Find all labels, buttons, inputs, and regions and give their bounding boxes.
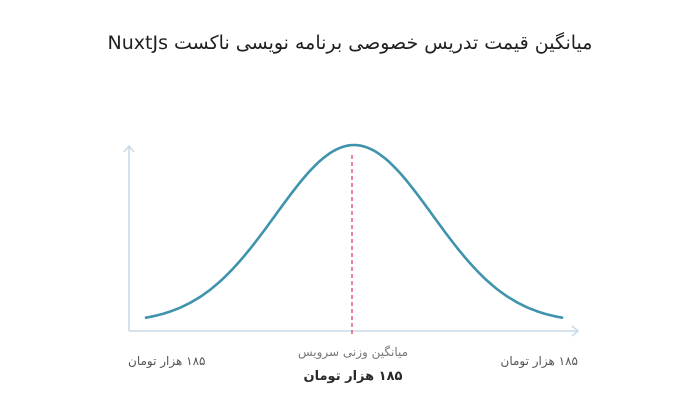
x-axis-arrow — [571, 325, 580, 337]
y-axis-arrow — [123, 144, 135, 153]
average-value: ۱۸۵ هزار تومان — [303, 369, 403, 384]
chart-title: میانگین قیمت تدریس خصوصی برنامه نویسی نا… — [107, 32, 593, 54]
x-tick-label-right: ۱۸۵ هزار تومان — [500, 354, 579, 368]
x-tick-label-left: ۱۸۵ هزار تومان — [128, 354, 206, 368]
series-line — [144, 143, 564, 319]
average-caption: میانگین وزنی سرویس — [297, 345, 409, 359]
